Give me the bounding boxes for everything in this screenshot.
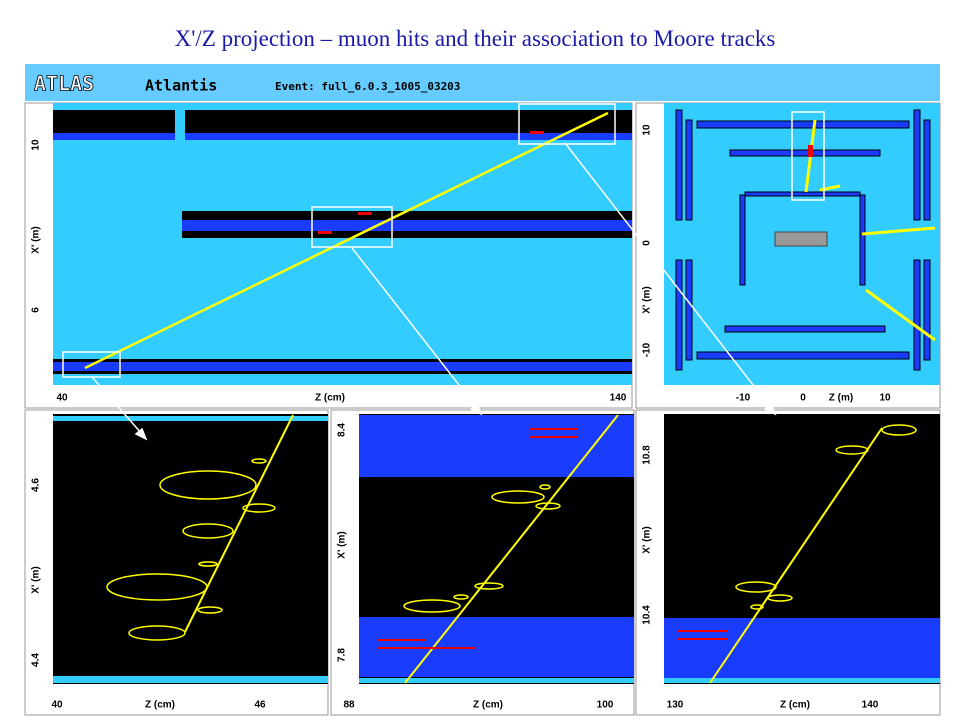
y-tick-label: 0 xyxy=(642,240,653,246)
y-axis-label: X' (m) xyxy=(31,566,42,593)
x-axis-label: Z (cm) xyxy=(145,700,175,711)
y-axis-label: X' (m) xyxy=(337,531,348,558)
overview-view xyxy=(664,103,940,385)
app-name: Atlantis xyxy=(145,77,217,95)
x-tick-label: 130 xyxy=(667,700,684,711)
slide-title: X'/Z projection – muon hits and their as… xyxy=(175,26,776,51)
x-tick-label: 40 xyxy=(56,393,68,404)
x-axis-label: Z (cm) xyxy=(315,393,345,404)
event-id: Event: full_6.0.3_1005_03203 xyxy=(275,80,460,93)
x-tick-label: 88 xyxy=(343,700,355,711)
x-tick-label: -10 xyxy=(736,393,751,404)
main-view xyxy=(53,103,632,385)
x-tick-label: 40 xyxy=(51,700,63,711)
y-tick-label: 4.4 xyxy=(31,653,42,667)
zoom-view-1 xyxy=(53,414,328,684)
y-tick-label: -10 xyxy=(642,342,653,357)
x-axis-label: Z (cm) xyxy=(780,700,810,711)
y-tick-label: 4.6 xyxy=(31,478,42,492)
x-tick-label: 100 xyxy=(597,700,614,711)
y-tick-label: 10.4 xyxy=(642,605,653,625)
atlas-logo: ATLAS xyxy=(34,72,94,96)
x-tick-label: 0 xyxy=(800,393,806,404)
zoom-view-3 xyxy=(664,414,940,684)
zoom-arrows xyxy=(91,142,777,441)
y-axis-label: X' (m) xyxy=(642,526,653,553)
y-tick-label: 6 xyxy=(31,307,42,313)
y-tick-label: 7.8 xyxy=(337,648,348,662)
y-axis-label: X' (m) xyxy=(31,226,42,253)
y-tick-label: 8.4 xyxy=(337,423,348,437)
x-tick-label: 10 xyxy=(879,393,891,404)
y-tick-label: 10 xyxy=(31,139,42,151)
y-tick-label: 10 xyxy=(642,124,653,136)
y-axis-label: X' (m) xyxy=(642,286,653,313)
x-axis-label: Z (cm) xyxy=(473,700,503,711)
x-tick-label: 46 xyxy=(254,700,266,711)
header-bar xyxy=(25,64,940,101)
x-axis-label: Z (m) xyxy=(829,393,853,404)
zoom-view-2 xyxy=(359,414,634,684)
y-tick-label: 10.8 xyxy=(642,445,653,465)
x-tick-label: 140 xyxy=(862,700,879,711)
x-tick-label: 140 xyxy=(610,393,627,404)
